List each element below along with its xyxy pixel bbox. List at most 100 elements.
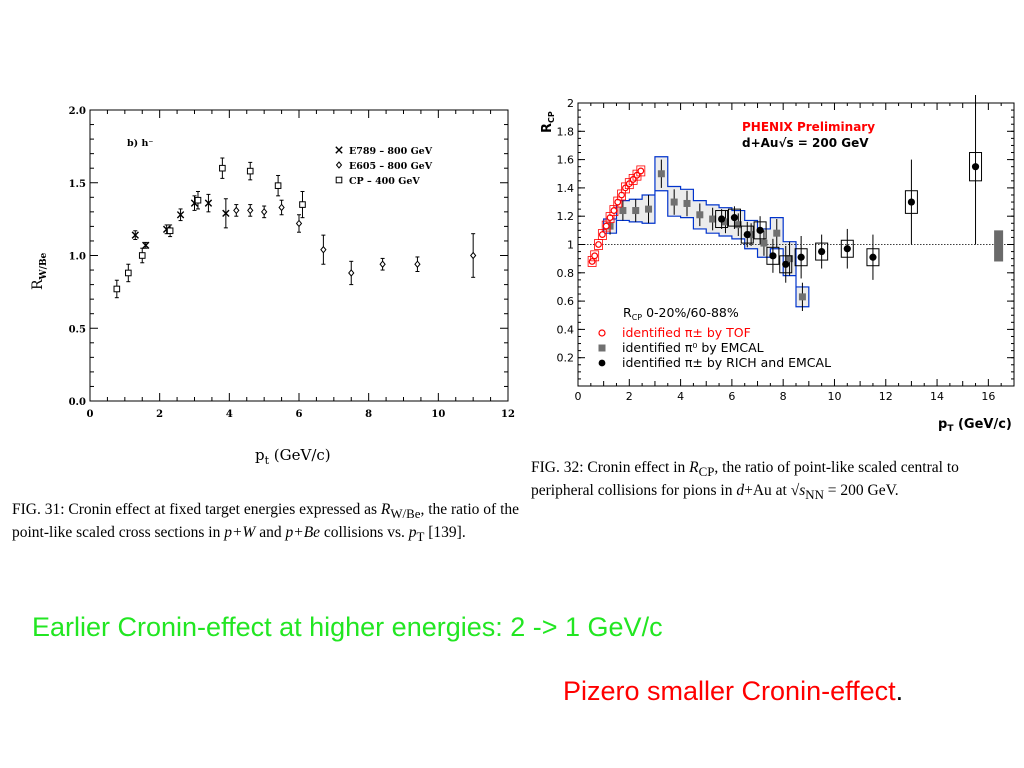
y-axis-label-main: R xyxy=(30,279,46,290)
legend-label: identified π⁰ by EMCAL xyxy=(622,340,764,355)
diamond-marker xyxy=(470,251,477,260)
caption-text: +Au at xyxy=(744,482,791,500)
y-tick-label: 0.6 xyxy=(557,295,575,308)
square-marker xyxy=(194,196,202,204)
open-circle-marker xyxy=(595,241,602,248)
square-marker xyxy=(274,182,282,189)
data-point xyxy=(295,214,303,233)
systematic-box xyxy=(866,248,880,267)
data-point xyxy=(278,199,285,216)
systematic-box xyxy=(740,225,754,244)
diamond-marker xyxy=(261,208,268,216)
data-point xyxy=(619,200,627,221)
cross-stroke xyxy=(176,211,185,219)
data-point xyxy=(320,234,327,265)
data-point xyxy=(794,236,808,279)
systematic-box xyxy=(715,210,729,229)
data-point xyxy=(709,207,717,231)
y-tick-label: 0.2 xyxy=(557,352,575,365)
y-axis-label-sub: CP xyxy=(547,111,556,123)
filled-circle-marker xyxy=(818,247,826,256)
legend-label: identified π± by TOF xyxy=(622,325,751,340)
phenix-title: PHENIX Preliminary xyxy=(742,120,875,134)
data-point xyxy=(348,260,355,286)
filled-circle-marker xyxy=(869,253,877,261)
data-point xyxy=(727,206,741,229)
data-point xyxy=(766,238,780,273)
x-axis-label-sub: t xyxy=(265,454,270,467)
legend: E789 – 800 GeV E605 – 800 GeV CP – 400 GeV xyxy=(335,146,433,187)
square-marker xyxy=(335,176,343,184)
tof-systematic-box xyxy=(636,165,646,177)
diamond-marker xyxy=(414,260,421,269)
legend-filled-square xyxy=(598,344,606,352)
filled-square-marker xyxy=(709,215,717,223)
data-point xyxy=(470,233,477,278)
x-axis-label: pt (GeV/c) xyxy=(255,446,331,467)
systematic-box xyxy=(815,242,829,261)
legend-label: identified π± by RICH and EMCAL xyxy=(622,355,831,370)
y-tick-label: 1.5 xyxy=(69,179,86,190)
x-axis-label-sub: T xyxy=(947,424,954,434)
data-point xyxy=(247,204,254,217)
series-tof xyxy=(587,165,646,267)
y-axis-label-sub: W/Be xyxy=(39,252,49,280)
y-axis-label: RW/Be xyxy=(30,252,49,290)
data-point xyxy=(657,159,665,188)
filled-circle-marker xyxy=(797,253,805,261)
data-point xyxy=(594,239,603,250)
legend-open-circle xyxy=(598,329,606,337)
series-cross xyxy=(131,193,230,250)
y-axis-label-main: R xyxy=(540,123,555,133)
square-marker xyxy=(113,285,121,293)
y-tick-label: 1 xyxy=(567,239,574,252)
data-point xyxy=(969,95,983,245)
pizero-note-period: . xyxy=(895,676,904,706)
data-point xyxy=(142,241,150,250)
y-tick-label: 0.5 xyxy=(69,324,86,335)
phenix-rcp-chart: 0 2 4 6 8 10 12 14 16 0.2 0.4 0.6 0.8 1 1.2 1.4 1.6 1.8 2 p… xyxy=(540,95,1015,434)
data-point xyxy=(233,204,240,217)
x-tick-label: 6 xyxy=(296,409,303,420)
x-tick-label: 6 xyxy=(728,390,735,403)
caption-math-sub: T xyxy=(416,529,425,545)
caption-math-sub: CP xyxy=(698,464,715,480)
figure-31-caption: FIG. 31: Cronin effect at fixed target e… xyxy=(12,500,532,546)
open-circle-marker xyxy=(591,252,599,260)
data-point xyxy=(715,209,729,229)
systematic-box xyxy=(727,208,741,227)
data-point xyxy=(166,224,174,238)
cronin-energy-note: Earlier Cronin-effect at higher energies… xyxy=(32,612,663,642)
data-point xyxy=(670,189,678,215)
y-tick-label: 1.8 xyxy=(557,125,575,138)
legend-label: CP – 400 GeV xyxy=(349,176,420,187)
legend-entry: E789 – 800 GeV xyxy=(335,146,433,157)
caption-math: √s xyxy=(790,482,806,500)
systematic-box xyxy=(779,255,793,274)
panel-label: b) h⁻ xyxy=(127,138,153,149)
data-point xyxy=(840,228,854,269)
open-circle-marker xyxy=(637,167,645,175)
open-circle-marker xyxy=(588,258,596,265)
square-marker xyxy=(219,164,226,172)
filled-circle-marker xyxy=(769,252,777,260)
diamond-marker xyxy=(247,206,254,215)
y-tick-label: 1.0 xyxy=(69,252,86,263)
y-tick-label: 1.4 xyxy=(557,182,575,195)
legend-entry: identified π± by TOF xyxy=(598,325,751,340)
x-axis-label: pT (GeV/c) xyxy=(938,417,1012,434)
data-point xyxy=(753,216,767,245)
data-point xyxy=(632,199,640,222)
legend-header-main: R xyxy=(623,305,632,320)
pizero-note: Pizero smaller Cronin-effect. xyxy=(563,676,903,707)
open-circle-marker xyxy=(610,207,618,214)
caption-text: [139]. xyxy=(424,524,466,542)
diamond-marker xyxy=(295,219,303,228)
data-point xyxy=(601,220,611,232)
filled-circle-marker xyxy=(843,245,851,253)
x-tick-label: 12 xyxy=(879,390,893,403)
cross-stroke xyxy=(131,231,139,239)
diamond-marker xyxy=(348,269,355,277)
data-point xyxy=(176,208,185,222)
legend-entry: CP – 400 GeV xyxy=(335,176,420,187)
